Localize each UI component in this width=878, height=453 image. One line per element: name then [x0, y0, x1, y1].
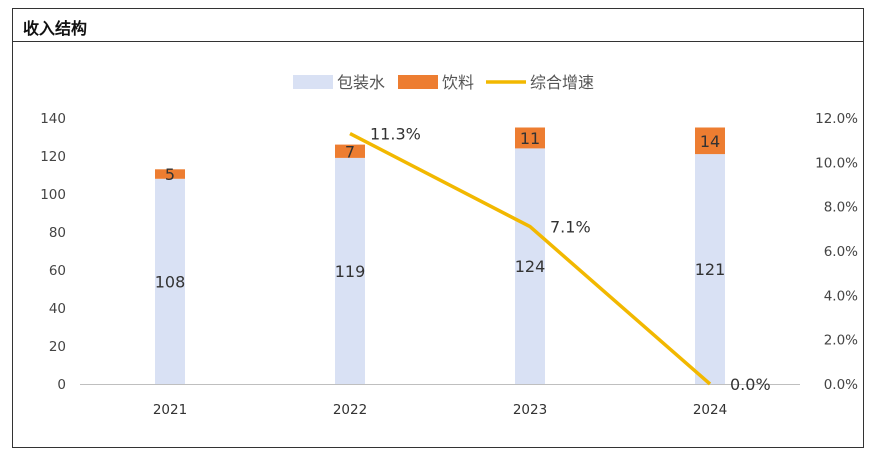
y2-tick-label: 12.0%	[815, 111, 858, 127]
growth-line	[349, 131, 712, 386]
x-tick-label: 2024	[693, 402, 727, 418]
legend-label-growth: 综合增速	[530, 73, 594, 92]
y2-tick-label: 6.0%	[824, 244, 858, 260]
bar-beverage-label: 14	[700, 132, 720, 151]
legend-swatch-beverage	[398, 75, 438, 89]
y-tick-label: 0	[57, 377, 66, 393]
bar-beverage	[335, 144, 365, 158]
growth-label: 11.3%	[370, 125, 421, 144]
bar-bottled-water-label: 121	[695, 260, 726, 279]
x-tick-label: 2022	[333, 402, 367, 418]
bar-bottled-water-label: 108	[155, 272, 186, 291]
x-tick-label: 2023	[513, 402, 547, 418]
bar-beverage-label: 11	[520, 129, 540, 148]
bar-bottled-water	[695, 154, 725, 384]
bar-bottled-water	[515, 148, 545, 384]
y2-tick-label: 2.0%	[824, 333, 858, 349]
bar-beverage	[695, 127, 725, 155]
y-tick-label: 140	[40, 111, 66, 127]
y-tick-label: 80	[49, 225, 66, 241]
y-tick-label: 100	[40, 187, 66, 203]
bar-beverage-label: 7	[345, 142, 355, 161]
bar-bottled-water-label: 119	[335, 262, 366, 281]
y-tick-label: 20	[49, 339, 66, 355]
y2-tick-label: 0.0%	[824, 377, 858, 393]
chart-title: 收入结构	[23, 19, 88, 38]
bar-bottled-water	[335, 157, 365, 384]
y2-tick-label: 8.0%	[824, 200, 858, 216]
y2-tick-label: 4.0%	[824, 288, 858, 304]
growth-label: 7.1%	[550, 218, 591, 237]
y-tick-label: 40	[49, 301, 66, 317]
legend-swatch-bottled-water	[293, 75, 333, 89]
bar-beverage	[155, 169, 185, 179]
legend-label-bottled-water: 包装水	[337, 73, 385, 92]
bar-beverage	[515, 127, 545, 149]
bar-beverage-label: 5	[165, 165, 175, 184]
bar-bottled-water	[155, 178, 185, 384]
bar-bottled-water-label: 124	[515, 257, 546, 276]
x-tick-label: 2021	[153, 402, 187, 418]
y-tick-label: 120	[40, 149, 66, 165]
legend-label-beverage: 饮料	[442, 73, 474, 92]
y2-tick-label: 10.0%	[815, 155, 858, 171]
growth-label: 0.0%	[730, 375, 771, 394]
y-tick-label: 60	[49, 263, 66, 279]
title-bar: 收入结构	[13, 9, 863, 42]
